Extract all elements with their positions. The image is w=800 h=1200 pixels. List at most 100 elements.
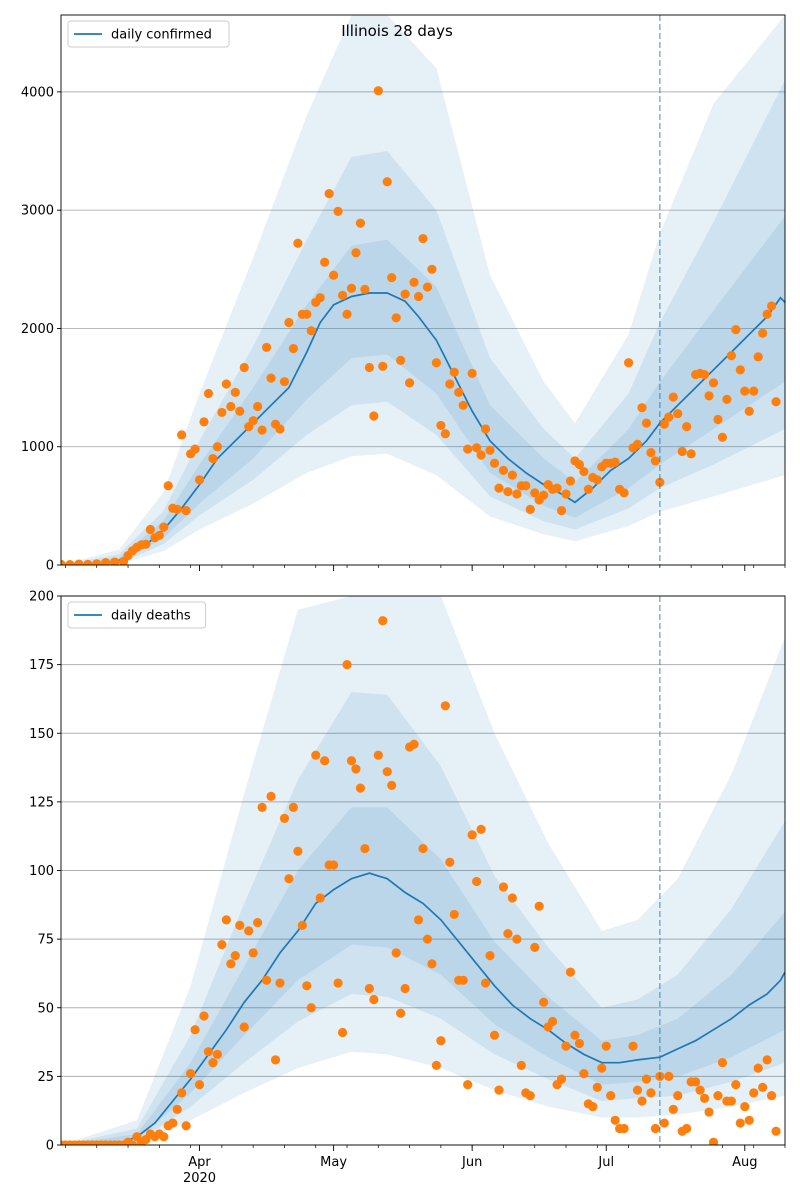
observed-point — [212, 442, 223, 452]
observed-point — [561, 489, 571, 499]
observed-point — [337, 290, 348, 300]
observed-point — [668, 1104, 678, 1114]
observed-point — [194, 1080, 205, 1090]
observed-point — [315, 293, 325, 303]
observed-point — [226, 959, 236, 969]
observed-point — [601, 1041, 611, 1051]
observed-point — [744, 1115, 754, 1125]
observed-point — [458, 400, 468, 410]
observed-point — [637, 403, 647, 413]
median-line — [61, 872, 785, 1145]
observed-point — [74, 559, 84, 565]
observed-point — [717, 1058, 728, 1068]
observed-point — [579, 466, 589, 477]
legend-box — [67, 20, 230, 48]
observed-point — [141, 539, 151, 549]
uncertainty-band-outer — [61, 596, 785, 1145]
observed-point — [83, 559, 93, 565]
observed-point — [257, 802, 267, 812]
observed-point — [248, 948, 258, 958]
observed-point — [480, 424, 491, 434]
observed-point — [244, 926, 254, 936]
observed-point — [324, 189, 334, 199]
observed-point — [771, 397, 781, 407]
legend-label: daily deaths — [111, 609, 191, 624]
observed-point — [561, 1041, 571, 1051]
observed-point — [673, 1090, 683, 1101]
observed-point — [190, 444, 200, 454]
observed-point — [682, 422, 692, 432]
y-tick-label: 2000 — [21, 322, 54, 337]
observed-point — [610, 1115, 620, 1125]
observed-point — [186, 1069, 196, 1079]
observed-point — [92, 559, 102, 565]
observed-point — [364, 362, 374, 373]
observed-point — [704, 391, 714, 401]
observed-point — [494, 1085, 504, 1095]
observed-point — [512, 489, 522, 499]
observed-point — [369, 411, 379, 421]
observed-point — [346, 756, 357, 766]
y-tick-label: 150 — [29, 727, 54, 742]
observed-point — [226, 401, 236, 412]
observed-point — [436, 1036, 446, 1046]
observed-point — [342, 309, 352, 319]
observed-point — [391, 948, 401, 958]
observed-point — [293, 846, 303, 856]
legend-box — [67, 601, 207, 629]
observed-point — [199, 417, 209, 427]
y-tick-label: 100 — [29, 864, 54, 879]
observed-point — [320, 756, 330, 766]
observed-point — [749, 386, 759, 396]
observed-point — [753, 1063, 763, 1073]
observed-point — [646, 448, 656, 458]
observed-point — [333, 206, 343, 216]
x-tick-label: May — [320, 1155, 347, 1170]
observed-point — [248, 416, 258, 426]
observed-point — [203, 388, 214, 399]
observed-point — [610, 457, 620, 467]
observed-point — [404, 378, 415, 388]
observed-point — [641, 418, 652, 428]
observed-point — [664, 1071, 674, 1081]
observed-point — [449, 909, 459, 920]
observed-point — [476, 824, 486, 834]
observed-point — [632, 439, 643, 449]
observed-point — [445, 857, 455, 867]
observed-point — [521, 481, 531, 491]
observed-point — [677, 446, 687, 457]
observed-point — [530, 942, 540, 952]
observed-point — [387, 780, 397, 791]
observed-point — [61, 559, 66, 565]
observed-point — [288, 802, 298, 812]
uncertainty-band-middle — [61, 692, 785, 1145]
observed-point — [373, 750, 383, 760]
uncertainty-band-inner — [61, 807, 785, 1145]
observed-point — [556, 505, 567, 516]
observed-point — [686, 449, 696, 459]
observed-point — [449, 367, 459, 377]
observed-point — [463, 1080, 473, 1090]
observed-point — [552, 483, 562, 493]
observed-point — [400, 289, 410, 299]
observed-point — [181, 505, 191, 516]
observed-point — [655, 477, 665, 487]
y-tick-label: 125 — [29, 795, 54, 810]
plot-area — [61, 15, 785, 565]
observed-point — [592, 475, 602, 485]
observed-point — [708, 378, 719, 388]
observed-point — [699, 369, 710, 380]
median-line — [61, 292, 785, 565]
observed-point — [713, 1090, 723, 1101]
observed-point — [413, 915, 424, 925]
observed-point — [766, 301, 777, 311]
observed-point — [574, 1038, 585, 1049]
observed-point — [530, 488, 540, 498]
plot-area — [61, 596, 785, 1145]
observed-point — [302, 309, 312, 319]
observed-point — [306, 1003, 316, 1013]
observed-point — [682, 1123, 692, 1134]
observed-point — [570, 1030, 580, 1040]
observed-point — [758, 1082, 768, 1092]
observed-point — [664, 412, 674, 422]
